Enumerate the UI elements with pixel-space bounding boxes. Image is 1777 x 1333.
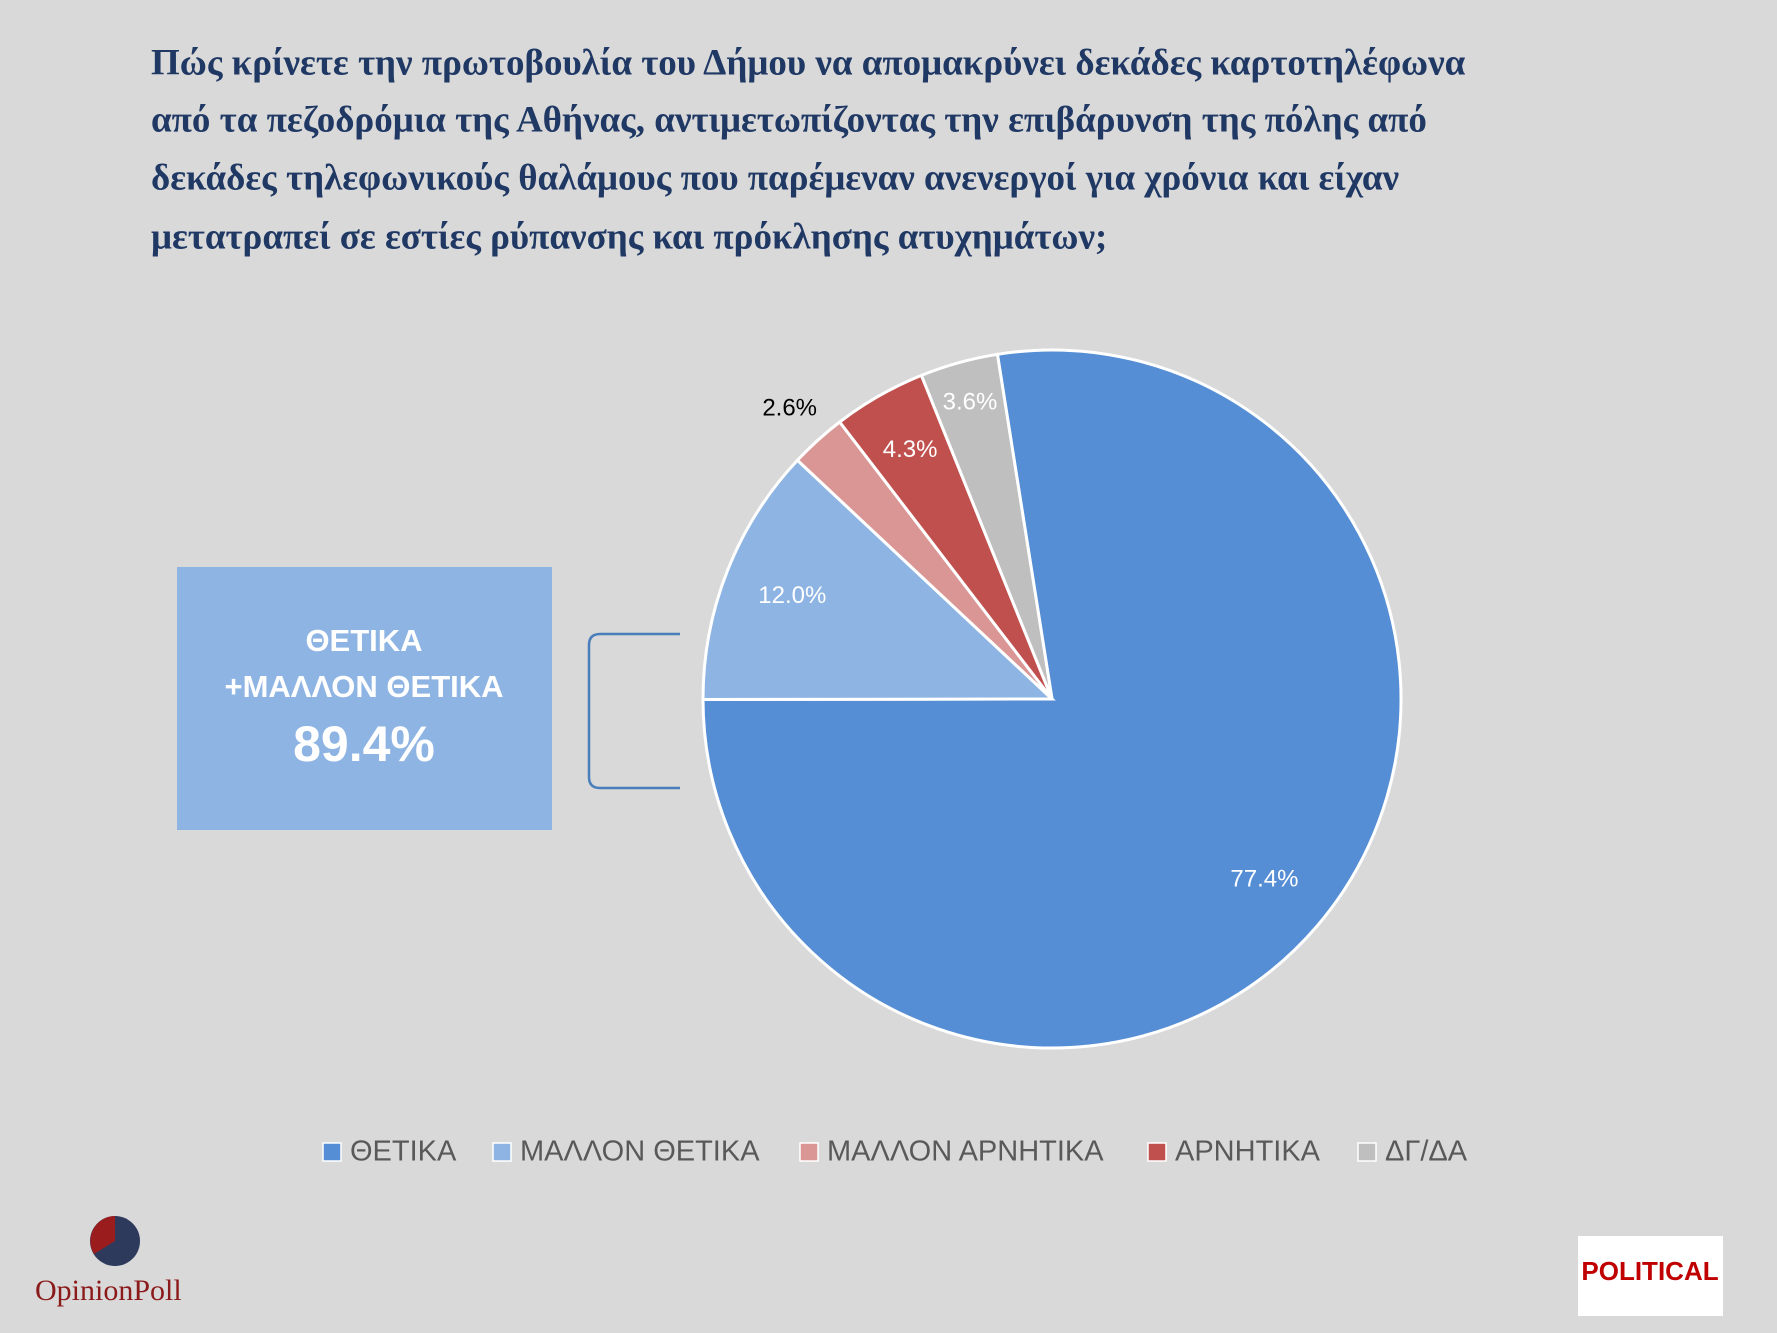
logo-text: OpinionPoll bbox=[35, 1274, 182, 1307]
title-line: από τα πεζοδρόμια της Αθήνας, αντιμετωπί… bbox=[151, 99, 1427, 140]
legend-swatch bbox=[799, 1142, 819, 1162]
pie-slice bbox=[701, 458, 1056, 701]
annotation-box bbox=[177, 567, 552, 830]
legend-swatch bbox=[322, 1142, 342, 1162]
title-line: Πώς κρίνετε την πρωτοβουλία του Δήμου να… bbox=[151, 42, 1466, 83]
pie-slice bbox=[701, 348, 1403, 1050]
logo-text: POLITICAL bbox=[1581, 1256, 1718, 1286]
legend-label: ΑΡΝΗΤΙΚΑ bbox=[1175, 1136, 1321, 1168]
bracket bbox=[587, 632, 680, 790]
logo-box bbox=[1578, 1236, 1723, 1316]
legend-label: ΜΑΛΛΟΝ ΑΡΝΗΤΙΚΑ bbox=[827, 1136, 1104, 1168]
annotation-value: 89.4% bbox=[293, 716, 435, 772]
title-line: μετατραπεί σε εστίες ρύπανσης και πρόκλη… bbox=[151, 216, 1107, 257]
data-label: 4.3% bbox=[883, 436, 938, 463]
data-label: 2.6% bbox=[762, 395, 817, 422]
legend-swatch bbox=[1357, 1142, 1377, 1162]
legend-label: ΘΕΤΙΚΑ bbox=[350, 1136, 457, 1168]
legend-label: ΜΑΛΛΟΝ ΘΕΤΙΚΑ bbox=[520, 1136, 760, 1168]
legend-label: ΔΓ/ΔΑ bbox=[1385, 1136, 1468, 1168]
title-line: δεκάδες τηλεφωνικούς θαλάμους που παρέμε… bbox=[151, 157, 1399, 198]
logo-left: OpinionPoll bbox=[35, 1216, 182, 1307]
pie-slice bbox=[919, 352, 1054, 700]
data-label: 12.0% bbox=[758, 582, 826, 609]
legend-swatch bbox=[1147, 1142, 1167, 1162]
logo-icon bbox=[90, 1216, 115, 1254]
legend-swatch bbox=[492, 1142, 512, 1162]
annotation-line: +ΜΑΛΛΟΝ ΘΕΤΙΚΑ bbox=[224, 669, 503, 704]
annotation-line: ΘΕΤΙΚΑ bbox=[305, 623, 422, 658]
data-label: 77.4% bbox=[1230, 866, 1298, 893]
data-label: 3.6% bbox=[943, 388, 998, 415]
